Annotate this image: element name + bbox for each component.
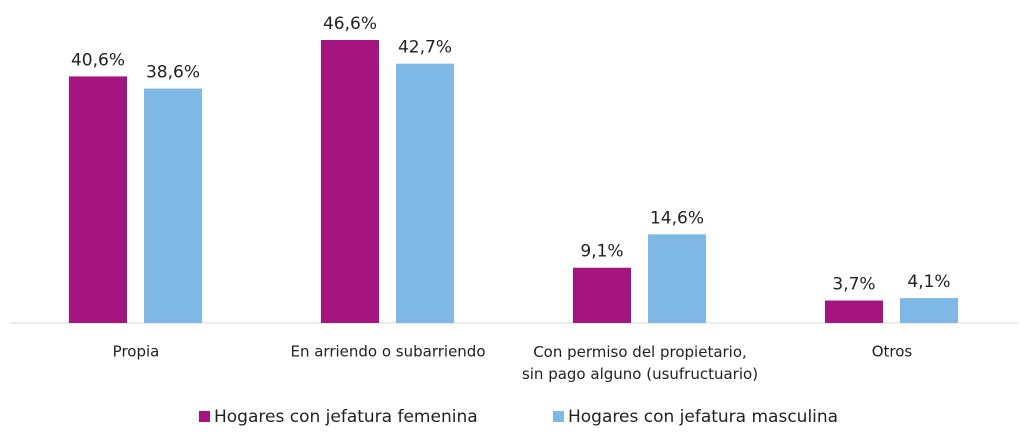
x-tick-label: Con permiso del propietario, sin pago alg… (522, 343, 758, 383)
bar (144, 88, 202, 323)
bar (69, 76, 127, 323)
value-label: 4,1% (907, 272, 950, 292)
value-label: 40,6% (71, 50, 125, 70)
bar (396, 63, 454, 324)
bar (900, 298, 958, 323)
legend-swatch (199, 411, 210, 422)
bar (321, 40, 379, 323)
value-label: 9,1% (580, 242, 623, 262)
value-label: 3,7% (832, 275, 875, 295)
value-label: 14,6% (650, 208, 704, 228)
legend-swatch (553, 411, 564, 422)
x-tick-label: Propia (113, 343, 160, 361)
value-label: 46,6% (323, 14, 377, 34)
x-tick-label: Otros (872, 343, 913, 361)
x-tick-label: En arriendo o subarriendo (290, 343, 485, 361)
bar (648, 234, 706, 323)
value-label: 42,7% (398, 38, 452, 58)
bar (573, 267, 631, 323)
bar (825, 300, 883, 323)
value-label: 38,6% (146, 63, 200, 83)
legend-label: Hogares con jefatura femenina (214, 407, 478, 427)
legend-label: Hogares con jefatura masculina (568, 407, 838, 427)
